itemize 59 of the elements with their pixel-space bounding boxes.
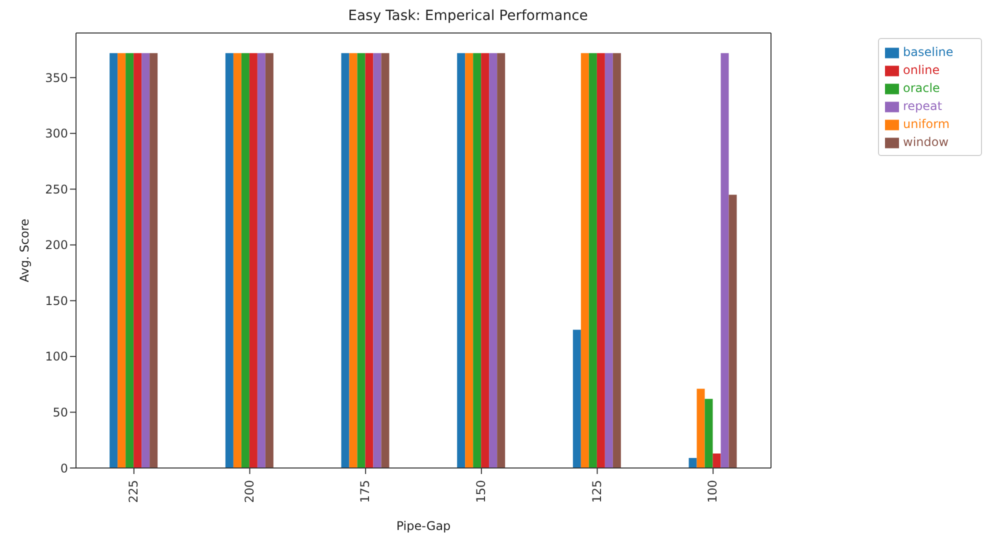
bar bbox=[604, 53, 613, 468]
bar bbox=[497, 53, 506, 468]
bar bbox=[596, 53, 605, 468]
bar bbox=[225, 53, 234, 468]
bar bbox=[126, 53, 134, 468]
bar bbox=[580, 53, 589, 468]
bar bbox=[257, 53, 266, 468]
y-tick-label: 150 bbox=[45, 294, 68, 308]
chart-title: Easy Task: Emperical Performance bbox=[347, 8, 589, 24]
legend-label: repeat bbox=[903, 99, 942, 113]
y-tick-label: 350 bbox=[45, 70, 68, 85]
bar bbox=[150, 53, 158, 468]
bar bbox=[241, 53, 250, 468]
x-tick-label: 125 bbox=[590, 480, 604, 503]
y-tick-label: 300 bbox=[45, 126, 68, 141]
bar bbox=[712, 454, 721, 468]
bar bbox=[233, 53, 242, 468]
bar bbox=[728, 194, 737, 468]
y-tick-label: 200 bbox=[45, 238, 68, 252]
legend-label: window bbox=[903, 135, 949, 149]
bar bbox=[142, 53, 150, 468]
bar bbox=[381, 53, 390, 468]
bar bbox=[612, 53, 621, 468]
bar bbox=[110, 53, 118, 468]
bar bbox=[373, 53, 382, 468]
x-tick-label: 175 bbox=[358, 480, 372, 503]
bar bbox=[341, 53, 350, 468]
bar bbox=[357, 53, 366, 468]
y-tick-label: 250 bbox=[45, 182, 68, 196]
x-axis-title: Pipe-Gap bbox=[396, 519, 451, 533]
bar bbox=[588, 53, 597, 468]
bar bbox=[134, 53, 142, 468]
legend-label: baseline bbox=[903, 45, 954, 59]
bar bbox=[720, 53, 729, 468]
bar bbox=[473, 53, 482, 468]
bar bbox=[465, 53, 474, 468]
y-axis-title: Avg. Score bbox=[17, 218, 32, 282]
x-tick-label: 100 bbox=[706, 480, 720, 503]
x-tick-label: 200 bbox=[242, 480, 256, 503]
x-tick-label: 225 bbox=[126, 480, 140, 503]
bar bbox=[365, 53, 374, 468]
bar bbox=[572, 330, 581, 468]
bar bbox=[688, 458, 697, 468]
bar bbox=[265, 53, 274, 468]
y-tick-label: 100 bbox=[45, 350, 68, 364]
bar bbox=[349, 53, 358, 468]
bar bbox=[457, 53, 466, 468]
bar bbox=[481, 53, 490, 468]
y-tick-label: 0 bbox=[60, 461, 68, 476]
bar bbox=[704, 398, 713, 468]
bar bbox=[696, 388, 705, 468]
legend-label: uniform bbox=[903, 117, 950, 131]
bar bbox=[118, 53, 126, 468]
y-tick-label: 50 bbox=[52, 405, 68, 420]
bar bbox=[249, 53, 258, 468]
legend-label: oracle bbox=[903, 81, 940, 95]
legend-label: online bbox=[903, 63, 940, 77]
x-tick-label: 150 bbox=[474, 480, 488, 503]
bar bbox=[489, 53, 498, 468]
